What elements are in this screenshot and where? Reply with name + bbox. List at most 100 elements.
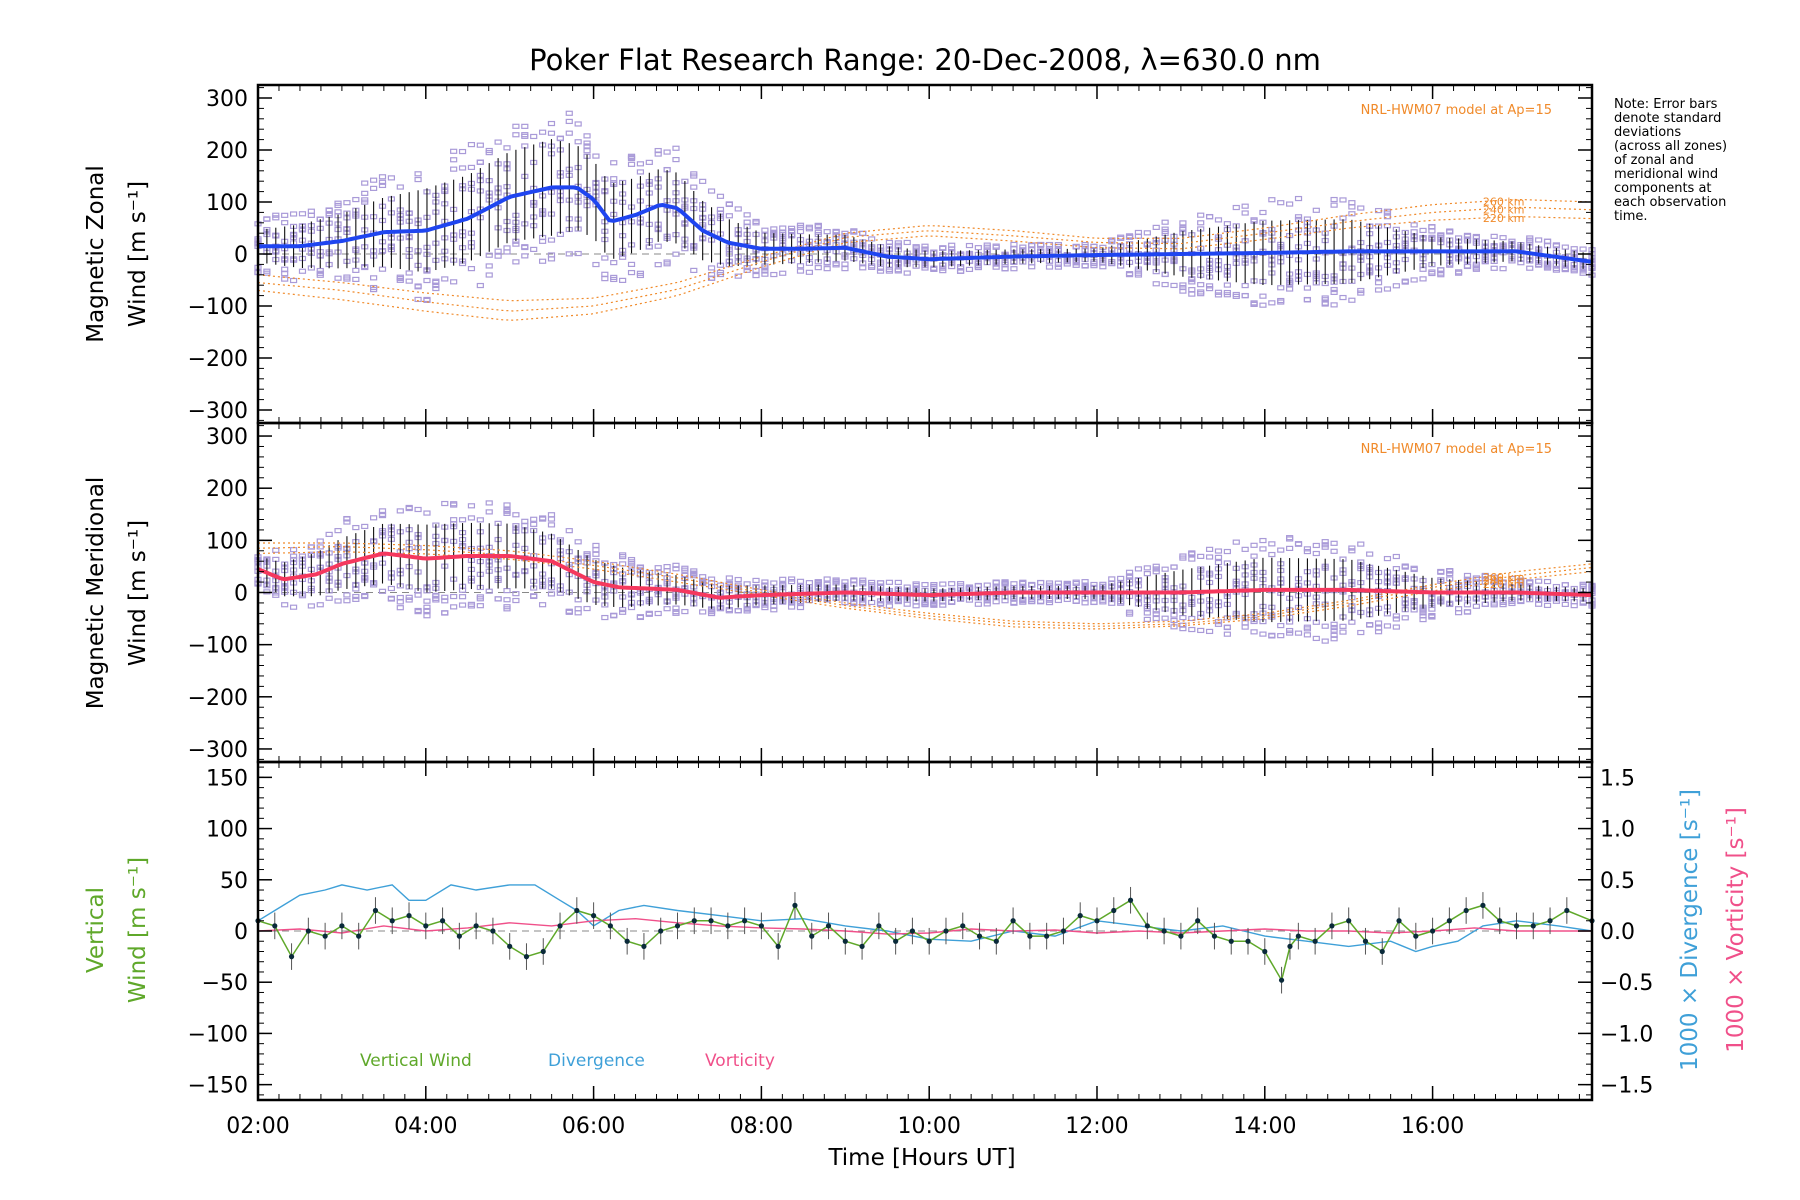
scatter-point [370,275,378,281]
vertical-wind-point [1413,933,1419,939]
scatter-point [378,266,387,272]
scatter-point [805,580,813,586]
scatter-point [1277,622,1285,629]
scatter-point [458,165,467,171]
scatter-point [343,276,351,282]
scatter-point [1339,197,1347,203]
scatter-point [485,500,493,506]
scatter-point [1197,282,1205,288]
scatter-point [885,266,894,273]
scatter-point [289,277,298,284]
scatter-point [1241,546,1249,552]
scatter-point [396,508,404,514]
scatter-point [1348,204,1356,210]
vertical-wind-point [439,918,446,924]
scatter-point [1330,302,1338,308]
scatter-point [538,238,547,244]
scatter-point [450,279,458,285]
scatter-point [743,608,751,614]
x-tick-label: 04:00 [394,1114,457,1139]
scatter-point [619,277,627,283]
x-tick-label: 06:00 [562,1114,625,1139]
scatter-point [1117,575,1125,582]
scatter-point [378,512,387,519]
scatter-point [423,510,431,516]
scatter-point [1472,603,1480,609]
vertical-wind-point [1362,938,1369,944]
scatter-point [1339,623,1347,629]
scatter-point [627,154,636,160]
scatter-point [814,229,822,235]
scatter-point [1490,265,1498,271]
scatter-point [547,522,556,528]
vertical-wind-point [1278,977,1285,983]
scatter-point [645,611,653,617]
scatter-point [1054,580,1063,586]
y2-tick-label: −1.0 [1600,1022,1653,1047]
y-tick-label: −150 [188,1074,248,1099]
scatter-point [361,199,369,205]
scatter-point [1214,559,1223,566]
scatter-point [316,272,324,278]
scatter-point [1250,553,1258,559]
scatter-point [930,583,938,590]
scatter-point [610,160,618,166]
scatter-point [1108,237,1116,243]
scatter-point [770,580,778,586]
scatter-point [1232,291,1240,298]
vertical-wind-point [725,923,731,929]
vertical-wind-point [607,923,613,929]
x-tick-label: 02:00 [226,1114,289,1139]
scatter-point [334,275,342,281]
scatter-point [1205,628,1214,635]
scatter-point [1535,237,1543,243]
vertical-wind-point [624,938,630,944]
vertical-wind-point [1010,918,1016,924]
scatter-point [1321,539,1329,545]
scatter-point [441,610,449,616]
scatter-point [1045,580,1054,586]
scatter-point [1366,622,1374,628]
scatter-point [974,601,982,607]
scatter-point [592,551,600,557]
scatter-point [832,577,840,583]
scatter-point [1161,281,1169,288]
scatter-point [1294,541,1303,547]
scatter-point [281,220,289,226]
scatter-point [405,594,413,600]
scatter-point [734,206,742,212]
scatter-point [1019,244,1027,250]
scatter-point [690,267,698,274]
vertical-wind-point [876,923,882,929]
x-tick-label: 16:00 [1401,1114,1464,1139]
note-line: meridional wind [1614,167,1718,182]
scatter-point [1428,606,1436,612]
scatter-point [787,225,796,231]
scatter-point [1205,546,1214,552]
vertical-wind-line [257,899,1593,983]
scatter-point [992,243,1000,249]
scatter-point [992,264,1000,270]
scatter-point [1330,196,1338,203]
y-tick-label: −100 [188,295,248,320]
scatter-point [583,143,591,149]
scatter-point [734,273,742,279]
scatter-point [352,596,360,602]
scatter-point [565,130,573,136]
scatter-point [307,212,315,218]
scatter-point [1374,620,1383,626]
scatter-point [574,610,582,616]
scatter-point [458,517,467,523]
scatter-point [1223,624,1231,631]
scatter-point [1143,616,1151,623]
divergence-line [257,884,1593,953]
scatter-point [1330,624,1338,631]
scatter-point [1134,270,1143,276]
vertical-wind-point [1245,938,1251,944]
y2-tick-label: −1.5 [1600,1074,1653,1099]
scatter-point [779,270,787,276]
scatter-point [1277,299,1285,305]
scatter-point [1197,291,1205,297]
scatter-point [450,593,458,600]
y2-tick-label: −0.5 [1600,971,1653,996]
